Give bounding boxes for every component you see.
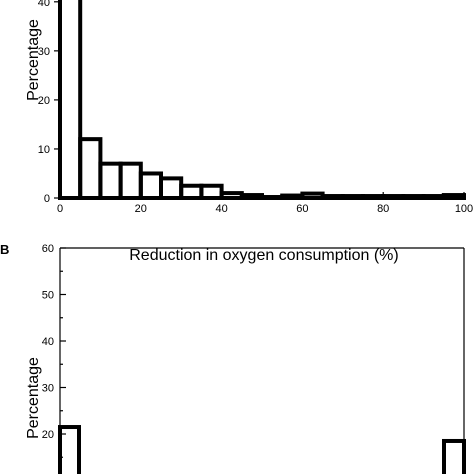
histogram-bar (58, 425, 81, 474)
histogram-bar (98, 161, 123, 201)
y-tick-label: 50 (42, 290, 54, 302)
histogram-bar (78, 137, 103, 200)
histogram-bar (58, 0, 83, 200)
histogram-bar (138, 171, 164, 201)
y-tick-label: 60 (42, 243, 54, 255)
x-tick-label: 80 (377, 203, 389, 215)
histogram-bar (442, 438, 466, 474)
panel-b-histogram: B 20 30 40 50 60 Percentage (0, 242, 466, 474)
x-axis-title: Reduction in oxygen consumption (%) (129, 247, 398, 264)
y-axis-title: Percentage (25, 19, 42, 101)
panel-a-oxygen-reduction-histogram: 0 10 20 30 40 0 20 40 60 80 100 Reduction in oxygen… (25, 0, 473, 264)
y-tick-label: 0 (44, 193, 50, 205)
histogram-bar (199, 183, 224, 201)
y-tick-label: 10 (38, 144, 50, 156)
y-tick-label: 30 (38, 46, 50, 58)
x-tick-label: 0 (57, 203, 63, 215)
y-tick-label: 20 (42, 429, 54, 441)
histogram-bar (118, 161, 143, 201)
x-tick-label: 100 (455, 203, 473, 215)
histogram-bar (179, 183, 204, 201)
x-tick-label: 40 (215, 203, 227, 215)
y-axis-title: Percentage (25, 357, 42, 439)
histogram-bar (159, 176, 184, 200)
y-tick-label: 20 (38, 95, 50, 107)
x-tick-label: 20 (135, 203, 147, 215)
panel-label: B (0, 242, 9, 257)
x-tick-label: 60 (296, 203, 308, 215)
y-tick-label: 40 (38, 0, 50, 9)
y-tick-label: 40 (42, 336, 54, 348)
y-tick-label: 30 (42, 383, 54, 395)
